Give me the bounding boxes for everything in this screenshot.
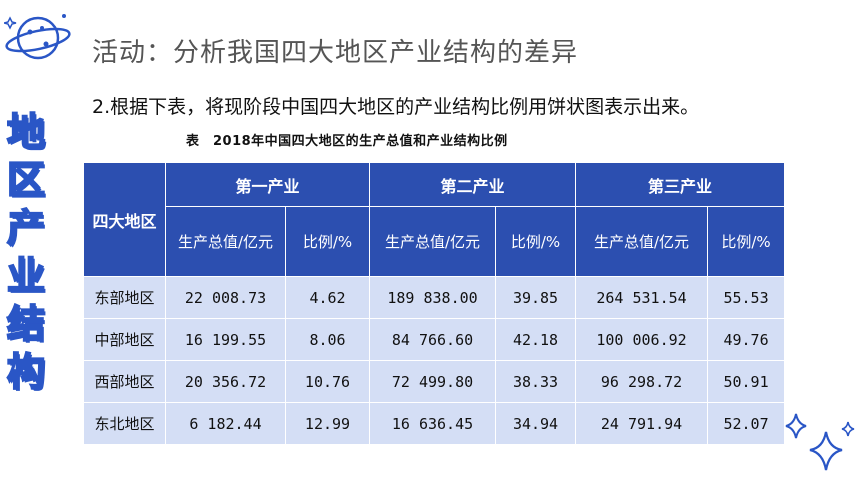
value-cell: 34.94: [495, 402, 577, 445]
value-cell: 8.06: [284, 318, 371, 361]
value-cell: 22 008.73: [165, 276, 286, 319]
value-cell: 12.99: [284, 402, 371, 445]
side-vertical-title: 地 区 产 业 结 构: [6, 108, 46, 396]
stars-icon: [785, 413, 855, 471]
task-instruction: 2.根据下表，将现阶段中国四大地区的产业结构比例用饼状图表示出来。: [92, 96, 700, 118]
value-cell: 24 791.94: [575, 402, 709, 445]
side-char: 区: [6, 157, 46, 203]
side-char: 产: [6, 205, 46, 251]
sub-header: 生产总值/亿元: [165, 206, 286, 277]
region-cell: 中部地区: [83, 318, 166, 361]
value-cell: 4.62: [284, 276, 371, 319]
value-cell: 38.33: [495, 360, 577, 403]
region-cell: 东部地区: [83, 276, 166, 319]
table-caption: 表 2018年中国四大地区的生产总值和产业结构比例: [186, 134, 508, 149]
value-cell: 55.53: [707, 276, 786, 319]
value-cell: 264 531.54: [575, 276, 709, 319]
value-cell: 72 499.80: [369, 360, 497, 403]
sub-header: 生产总值/亿元: [369, 206, 497, 277]
sub-header: 比例/%: [284, 206, 371, 277]
table-row: 东北地区 6 182.44 12.99 16 636.45 34.94 24 7…: [83, 402, 786, 445]
value-cell: 52.07: [707, 402, 786, 445]
region-header: 四大地区: [83, 162, 166, 277]
sub-header: 比例/%: [707, 206, 786, 277]
table-row: 西部地区 20 356.72 10.76 72 499.80 38.33 96 …: [83, 360, 786, 403]
region-cell: 西部地区: [83, 360, 166, 403]
page-title: 活动：分析我国四大地区产业结构的差异: [92, 38, 579, 68]
value-cell: 42.18: [495, 318, 577, 361]
value-cell: 50.91: [707, 360, 786, 403]
sub-header: 比例/%: [495, 206, 577, 277]
group-header: 第一产业: [164, 162, 371, 207]
table-header-row: 四大地区 第一产业 第二产业 第三产业: [83, 162, 786, 277]
value-cell: 39.85: [495, 276, 577, 319]
side-char: 结: [6, 301, 46, 347]
group-header: 第二产业: [369, 162, 577, 207]
value-cell: 16 199.55: [165, 318, 286, 361]
value-cell: 20 356.72: [165, 360, 286, 403]
table-subheader-row: 生产总值/亿元 比例/% 生产总值/亿元 比例/% 生产总值/亿元 比例/%: [83, 206, 786, 277]
sub-header: 生产总值/亿元: [575, 206, 709, 277]
value-cell: 189 838.00: [369, 276, 497, 319]
value-cell: 84 766.60: [369, 318, 497, 361]
group-header: 第三产业: [575, 162, 786, 207]
table-row: 东部地区 22 008.73 4.62 189 838.00 39.85 264…: [83, 276, 786, 319]
value-cell: 49.76: [707, 318, 786, 361]
table-row: 中部地区 16 199.55 8.06 84 766.60 42.18 100 …: [83, 318, 786, 361]
value-cell: 100 006.92: [575, 318, 709, 361]
value-cell: 6 182.44: [165, 402, 286, 445]
side-char: 地: [6, 109, 46, 155]
side-char: 构: [6, 349, 46, 395]
value-cell: 96 298.72: [575, 360, 709, 403]
planet-icon: [4, 14, 71, 60]
value-cell: 10.76: [284, 360, 371, 403]
side-char: 业: [6, 253, 46, 299]
region-cell: 东北地区: [83, 402, 166, 445]
industry-table: 四大地区 第一产业 第二产业 第三产业 生产总值/亿元 比例/% 生产总值/亿元…: [83, 162, 786, 445]
value-cell: 16 636.45: [369, 402, 497, 445]
